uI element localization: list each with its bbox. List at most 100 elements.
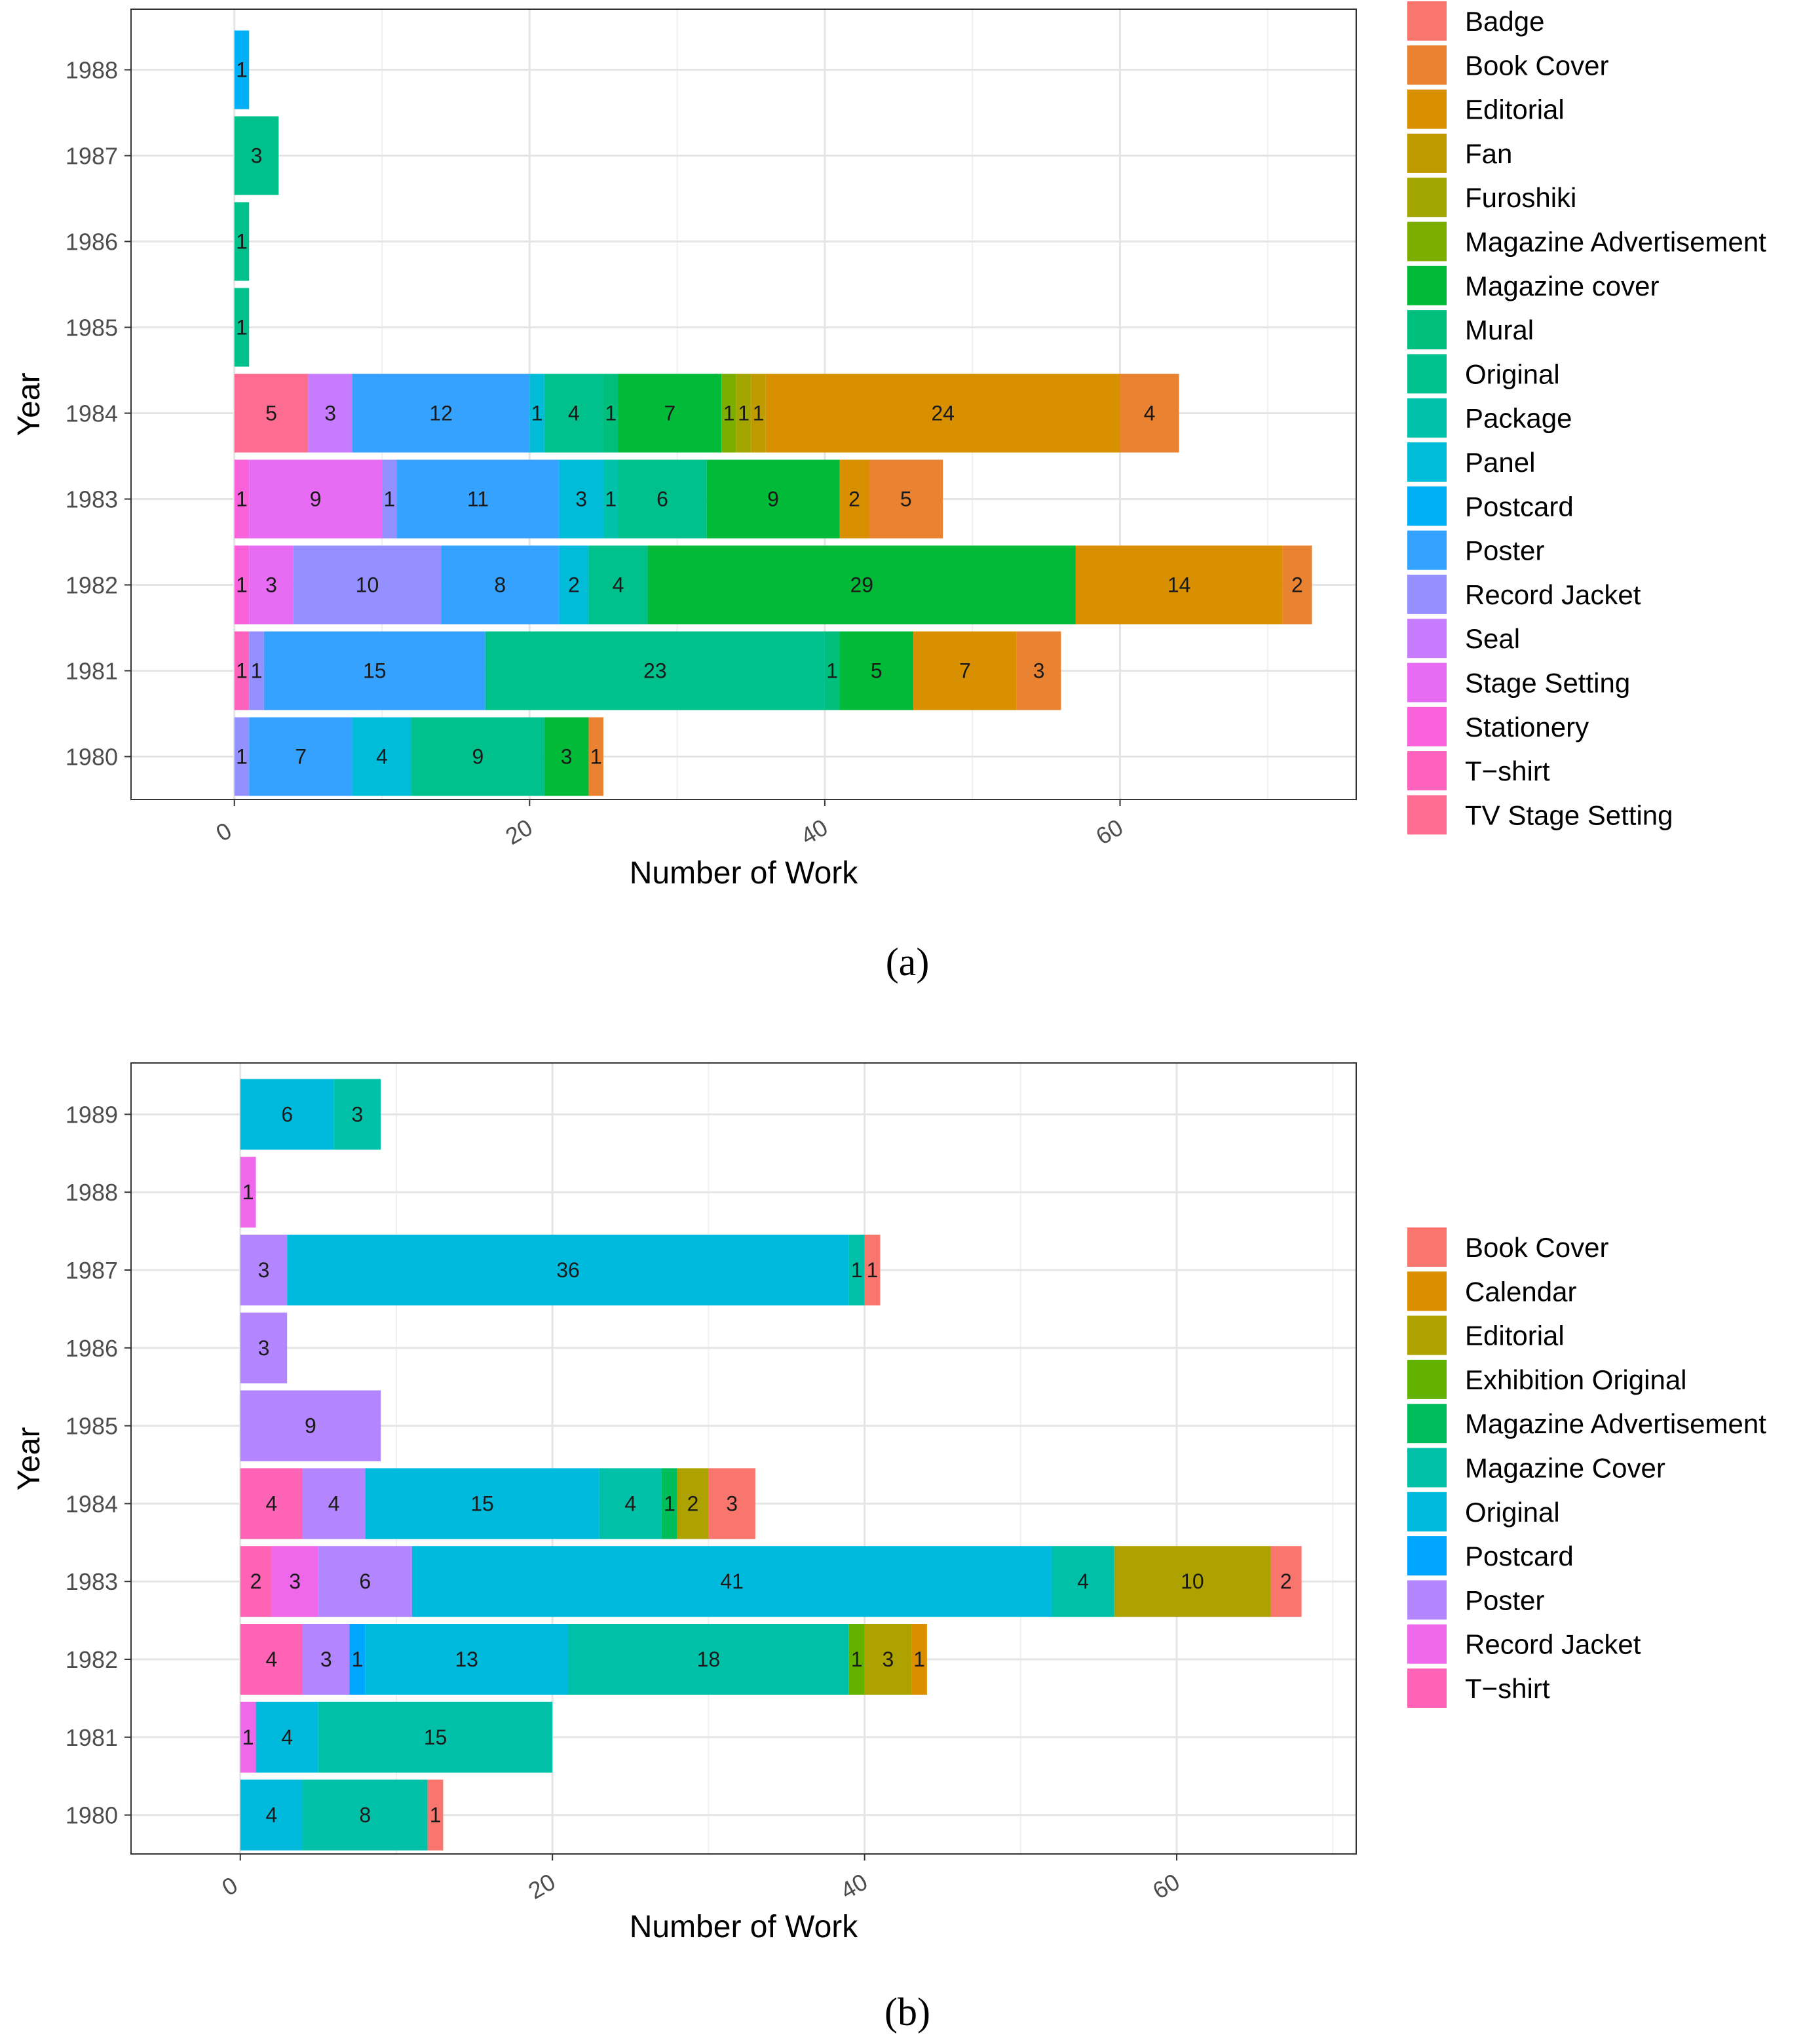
y-tick-label: 1984 (66, 1490, 118, 1517)
legend-swatch (1407, 574, 1447, 614)
bar-segment (240, 1624, 303, 1695)
legend-swatch (1407, 398, 1447, 438)
legend-swatch (1407, 1, 1447, 41)
bar-segment-label: 1 (236, 316, 248, 339)
bar-segment-label: 7 (664, 402, 675, 425)
bar-segment-label: 1 (913, 1648, 925, 1671)
legend-swatch (1407, 1315, 1447, 1355)
bar-segment (647, 545, 1076, 625)
bar-segment (271, 1546, 318, 1617)
bar-segment-label: 1 (236, 58, 248, 82)
bar-segment-label: 4 (376, 745, 388, 769)
legend-label: Original (1465, 1497, 1560, 1528)
bar-segment-label: 3 (320, 1648, 332, 1671)
bar-segment (234, 116, 279, 195)
bar-segment-label: 2 (250, 1570, 262, 1593)
bar-segment (234, 202, 250, 281)
bar-segment-label: 1 (251, 659, 263, 683)
legend-swatch (1407, 1448, 1447, 1488)
chart-a-y-axis-title: Year (12, 372, 47, 436)
bar-segment (1114, 1546, 1270, 1617)
legend-swatch (1407, 222, 1447, 261)
bar-segment (308, 374, 352, 453)
bar-segment-label: 2 (1280, 1570, 1292, 1593)
y-tick-label: 1985 (66, 1413, 118, 1440)
bar-segment (234, 631, 250, 710)
bar-segment (234, 288, 250, 367)
chart-b-legend: Book Cover Calendar Editorial Exhibition Or… (1407, 1227, 1766, 1708)
bar-segment-label: 3 (726, 1492, 738, 1515)
bar-segment (240, 1468, 303, 1539)
bar-segment (618, 459, 707, 539)
legend-swatch (1407, 1536, 1447, 1576)
legend-label: Stage Setting (1465, 668, 1630, 699)
bar-segment (559, 545, 589, 625)
legend-swatch (1407, 1359, 1447, 1399)
bar-segment (365, 1468, 599, 1539)
bar-segment (240, 1079, 334, 1150)
legend-label: Magazine Cover (1465, 1453, 1665, 1484)
bar-segment-label: 1 (851, 1648, 863, 1671)
bar-segment (240, 1546, 272, 1617)
y-tick-label: 1987 (66, 1257, 118, 1284)
bar-segment (864, 1235, 881, 1305)
bar-segment (1052, 1546, 1114, 1617)
bar-segment (869, 459, 943, 539)
bar-segment-label: 1 (590, 745, 602, 769)
legend-label: Magazine Advertisement (1465, 1408, 1766, 1439)
bar-segment (568, 1624, 849, 1695)
bar-segment (848, 1235, 865, 1305)
y-tick-label: 1986 (66, 1335, 118, 1362)
bar-segment-label: 1 (236, 659, 248, 683)
bar-segment-label: 1 (753, 402, 765, 425)
bar-segment (352, 717, 412, 796)
bar-segment-label: 4 (265, 1803, 277, 1827)
legend-label: Postcard (1465, 1541, 1574, 1572)
legend-swatch (1407, 1580, 1447, 1620)
bar-segment-label: 1 (664, 1492, 675, 1515)
bar-segment-label: 23 (643, 659, 667, 683)
legend-label: Editorial (1465, 1321, 1565, 1351)
bar-segment (303, 1468, 366, 1539)
bar-segment (1016, 631, 1061, 710)
bar-segment-label: 15 (363, 659, 387, 683)
bar-segment-label: 36 (556, 1258, 580, 1282)
bar-segment-label: 15 (470, 1492, 494, 1515)
bar-segment (240, 1312, 288, 1383)
legend-label: Poster (1465, 535, 1544, 566)
bar-segment-label: 4 (624, 1492, 636, 1515)
bar-segment-label: 1 (430, 1803, 442, 1827)
bar-segment (249, 631, 264, 710)
bar-segment-label: 3 (258, 1336, 270, 1360)
bar-segment (411, 717, 544, 796)
bar-segment (911, 1624, 927, 1695)
bar-segment (848, 1624, 865, 1695)
bar-segment-label: 7 (959, 659, 971, 683)
bar-segment (256, 1701, 318, 1773)
bar-segment (736, 374, 751, 453)
bar-segment-label: 3 (561, 745, 573, 769)
bar-segment-label: 1 (851, 1258, 863, 1282)
y-tick-label: 1986 (66, 229, 118, 256)
legend-label: Magazine Advertisement (1465, 227, 1766, 258)
legend-label: Fan (1465, 138, 1512, 169)
legend-label: Book Cover (1465, 1232, 1608, 1263)
bar-segment (824, 631, 840, 710)
bar-segment-label: 5 (900, 488, 912, 511)
legend-label: Badge (1465, 6, 1544, 37)
bar-segment-label: 1 (605, 402, 617, 425)
bar-segment (1075, 545, 1283, 625)
bar-segment (249, 545, 294, 625)
bar-segment (333, 1079, 381, 1150)
bar-segment (396, 459, 560, 539)
bar-segment (234, 30, 250, 109)
bar-segment-label: 9 (310, 488, 322, 511)
bar-segment-label: 29 (850, 573, 873, 597)
bar-segment (411, 1546, 1052, 1617)
bar-segment-label: 1 (531, 402, 543, 425)
chart-b-x-axis-title: Number of Work (630, 1910, 859, 1944)
bar-segment-label: 1 (383, 488, 395, 511)
chart-b-y-ticks: 1980 1981 1982 1983 1984 1985 1986 1987 1988 1989 (66, 1101, 131, 1829)
legend-swatch (1407, 178, 1447, 218)
